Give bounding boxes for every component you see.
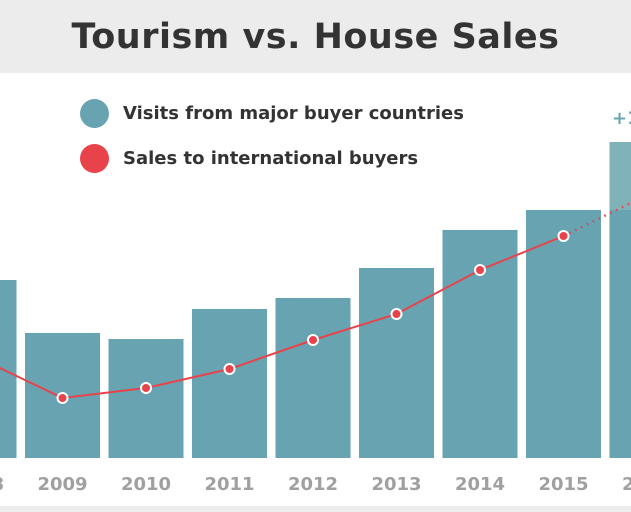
x-tick-label-2016: 2016 xyxy=(622,474,631,495)
projection-note: +1 xyxy=(612,108,631,129)
sales-point-2009 xyxy=(56,392,69,404)
sales-projection-line xyxy=(562,201,631,238)
sales-point-2014 xyxy=(474,264,486,276)
bar-2010 xyxy=(108,339,184,458)
sales-point-2013 xyxy=(390,308,403,320)
footer-strip xyxy=(0,506,631,512)
x-tick-label-2010: 2010 xyxy=(121,474,171,495)
x-tick-label-2014: 2014 xyxy=(455,474,505,495)
bar-2015 xyxy=(526,210,601,458)
sales-line xyxy=(0,235,564,400)
x-tick-label-2013: 2013 xyxy=(371,474,421,495)
sales-point-2011 xyxy=(223,363,236,375)
sales-point-2012 xyxy=(307,334,319,346)
x-tick-label-2015: 2015 xyxy=(538,474,588,495)
legend-label-sales: Sales to international buyers xyxy=(123,148,419,169)
bar-2016 xyxy=(609,210,631,458)
legend-item-visits: Visits from major buyer countries xyxy=(80,99,464,128)
legend-swatch-sales xyxy=(80,144,109,173)
bar-projection-2016 xyxy=(609,142,631,210)
bar-2012 xyxy=(275,298,351,458)
x-tick-label-2009: 2009 xyxy=(37,474,87,495)
x-tick-label-2012: 2012 xyxy=(288,474,338,495)
x-tick-label-2008: 2008 xyxy=(0,474,4,495)
legend-label-visits: Visits from major buyer countries xyxy=(123,103,464,124)
sales-point-2015 xyxy=(557,230,570,242)
bar-2011 xyxy=(192,309,267,458)
bar-2008 xyxy=(0,280,17,458)
title-bar: Tourism vs. House Sales xyxy=(0,0,631,73)
sales-point-2010 xyxy=(140,382,152,394)
bar-2013 xyxy=(359,268,434,458)
chart-title: Tourism vs. House Sales xyxy=(71,16,560,57)
legend-swatch-visits xyxy=(80,99,109,128)
legend-item-sales: Sales to international buyers xyxy=(80,144,418,173)
x-tick-label-2011: 2011 xyxy=(204,474,254,495)
